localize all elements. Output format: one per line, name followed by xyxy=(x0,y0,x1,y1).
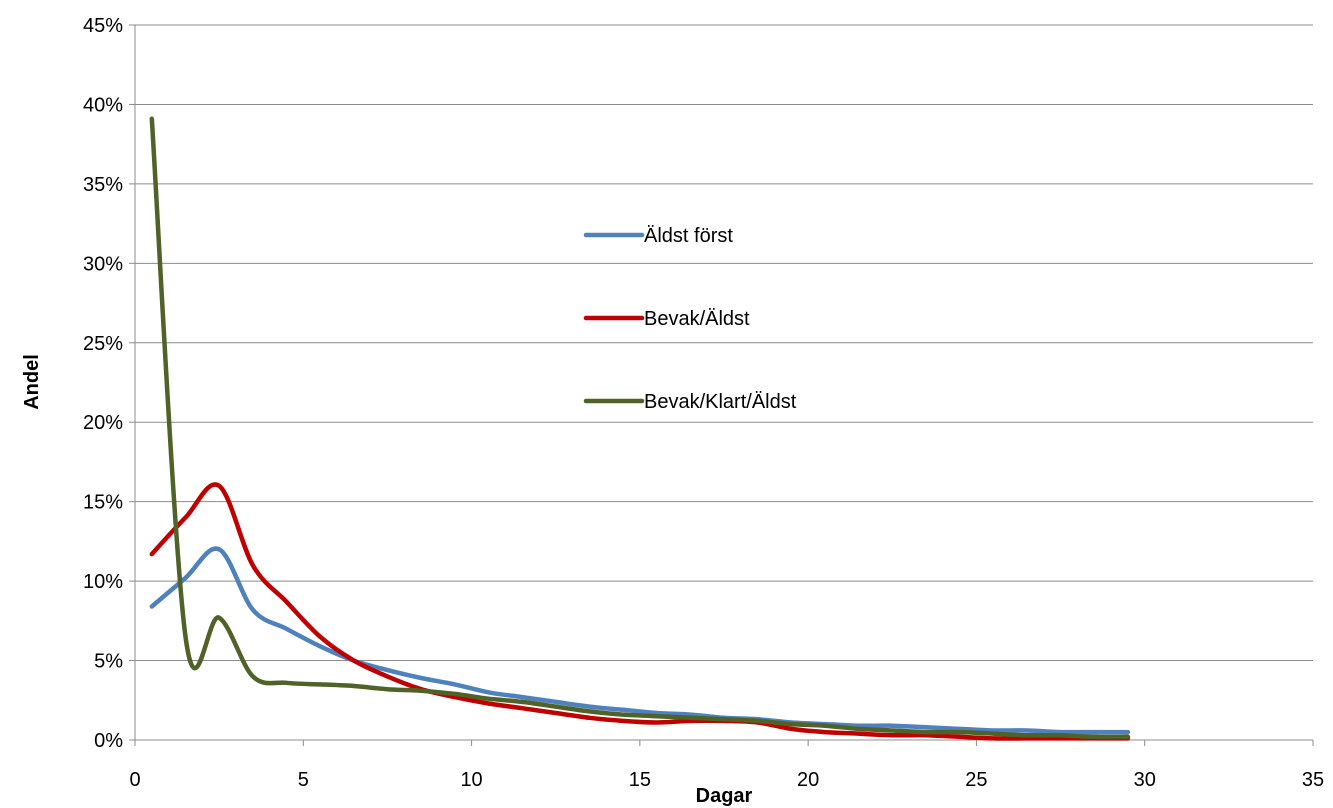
x-tick-label: 25 xyxy=(965,769,987,791)
series-line-bevak-klart-aldst xyxy=(149,116,1131,740)
x-tick-label: 5 xyxy=(298,769,309,791)
x-tick-label: 35 xyxy=(1302,769,1324,791)
y-tick-label: 0% xyxy=(94,730,123,752)
legend-label: Äldst först xyxy=(644,225,733,247)
legend: Äldst först Bevak/Äldst Bevak/Klart/Äldst xyxy=(583,225,797,413)
y-tick-label: 35% xyxy=(83,174,123,196)
legend-label: Bevak/Klart/Äldst xyxy=(644,391,797,413)
series-line-bevak-aldst xyxy=(149,482,1131,741)
series-lines xyxy=(149,116,1131,741)
x-tick-label: 10 xyxy=(460,769,482,791)
y-tick-label: 40% xyxy=(83,94,123,116)
gridlines xyxy=(135,24,1313,662)
x-tick-label: 20 xyxy=(797,769,819,791)
y-tick-label: 45% xyxy=(83,15,123,37)
legend-label: Bevak/Äldst xyxy=(644,308,750,330)
x-tick-label: 0 xyxy=(129,769,140,791)
y-tick-label: 5% xyxy=(94,651,123,673)
series-line-aldst-forst xyxy=(149,546,1131,735)
x-tick-label: 30 xyxy=(1134,769,1156,791)
y-axis-title: Andel xyxy=(21,354,43,410)
y-tick-label: 10% xyxy=(83,571,123,593)
y-tick-label: 20% xyxy=(83,412,123,434)
x-tick-label: 15 xyxy=(629,769,651,791)
y-tick-label: 30% xyxy=(83,253,123,275)
tick-labels: 0% 5% 10% 15% 20% 25% 30% 35% 40% 45% 0 5 10 15 20 25 30… xyxy=(83,15,1324,791)
x-axis-title: Dagar xyxy=(696,785,753,807)
y-tick-label: 15% xyxy=(83,492,123,514)
y-tick-label: 25% xyxy=(83,333,123,355)
